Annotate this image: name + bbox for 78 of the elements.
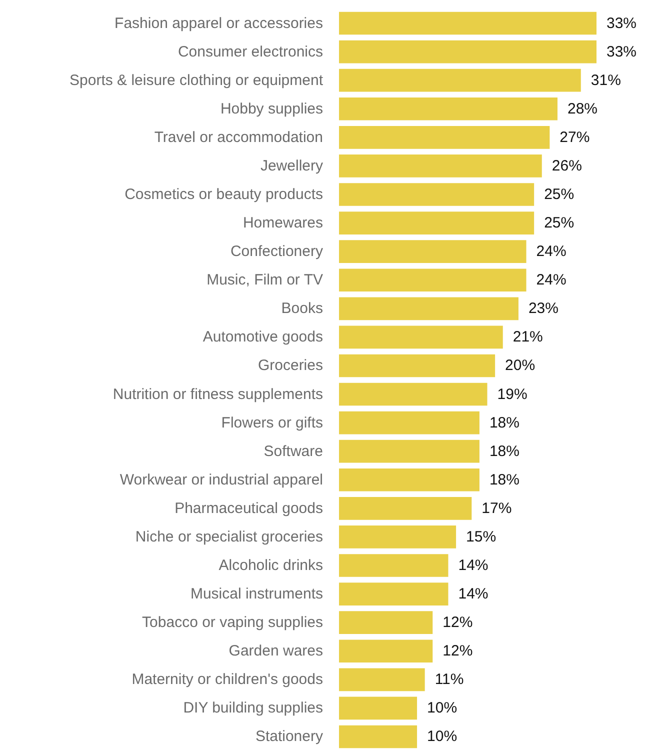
data-label: 14% <box>458 586 488 603</box>
bar <box>339 526 456 548</box>
data-label: 12% <box>442 642 473 660</box>
y-tick-label: Jewellery <box>260 157 324 174</box>
data-label: 25% <box>544 186 574 203</box>
y-tick-label: Tobacco or vaping supplies <box>142 614 323 632</box>
y-tick-label: Music, Film or TV <box>206 272 323 289</box>
y-tick-label: Consumer electronics <box>178 43 323 60</box>
data-label: 33% <box>606 43 637 60</box>
bar <box>339 497 472 520</box>
bar <box>339 411 480 434</box>
data-label: 10% <box>427 728 458 746</box>
bar <box>339 68 581 92</box>
bar <box>339 212 534 234</box>
data-label: 17% <box>482 500 512 517</box>
y-tick-label: Sports & leisure clothing or equipment <box>70 72 324 89</box>
data-label: 18% <box>489 442 520 460</box>
bar <box>339 468 480 492</box>
y-tick-label: Musical instruments <box>190 586 323 603</box>
data-label: 20% <box>505 357 536 374</box>
y-tick-label: Stationery <box>255 728 324 746</box>
data-label: 26% <box>552 157 582 174</box>
bar <box>339 183 534 206</box>
data-label: 28% <box>567 100 598 118</box>
y-tick-label: Garden wares <box>228 642 323 660</box>
data-label: 12% <box>442 614 473 632</box>
bar <box>339 554 448 577</box>
y-tick-label: Automotive goods <box>202 328 323 346</box>
y-tick-label: Hobby supplies <box>220 100 323 118</box>
y-tick-label: Confectionery <box>230 243 324 260</box>
y-tick-label: Alcoholic drinks <box>218 557 323 574</box>
bar <box>339 126 550 149</box>
y-tick-label: Fashion apparel or accessories <box>114 14 323 32</box>
y-tick-label: Nutrition or fitness supplements <box>112 386 323 403</box>
bar <box>339 354 496 378</box>
y-tick-label: Maternity or children's goods <box>132 671 323 688</box>
y-tick-label: Flowers or gifts <box>221 414 323 432</box>
bar <box>339 12 596 35</box>
y-tick-label: Cosmetics or beauty products <box>124 186 323 203</box>
bar <box>339 40 596 64</box>
data-label: 24% <box>536 272 566 289</box>
bar <box>339 154 542 178</box>
y-tick-label: Travel or accommodation <box>154 128 323 146</box>
bar <box>339 240 526 263</box>
y-tick-label: Groceries <box>258 357 323 374</box>
data-label: 24% <box>536 243 566 260</box>
y-tick-label: Books <box>281 300 323 318</box>
data-label: 23% <box>528 300 558 318</box>
bar <box>339 97 558 120</box>
bar <box>339 297 518 320</box>
y-tick-label: Homewares <box>242 214 323 232</box>
data-label: 19% <box>497 386 528 403</box>
bar <box>339 640 433 663</box>
bar <box>339 268 526 292</box>
data-label: 33% <box>606 14 637 32</box>
y-tick-label: Niche or specialist groceries <box>135 528 323 546</box>
bar <box>339 611 433 634</box>
y-tick-label: Software <box>264 442 323 460</box>
data-label: 18% <box>489 414 520 432</box>
bar <box>339 382 488 406</box>
y-tick-label: Workwear or industrial apparel <box>120 471 323 488</box>
data-label: 14% <box>458 557 488 574</box>
data-label: 25% <box>544 214 574 232</box>
data-label: 11% <box>434 671 464 688</box>
y-tick-label: DIY building supplies <box>183 700 323 717</box>
data-label: 10% <box>427 700 458 717</box>
y-tick-label: Pharmaceutical goods <box>174 500 323 517</box>
data-label: 15% <box>466 528 496 546</box>
data-label: 31% <box>590 72 621 89</box>
data-label: 27% <box>560 128 590 146</box>
data-label: 18% <box>489 471 520 488</box>
bar <box>339 696 418 720</box>
bar <box>339 440 480 463</box>
bar <box>339 725 418 748</box>
bar <box>339 582 448 606</box>
bar <box>339 326 503 349</box>
bar <box>339 668 425 692</box>
data-label: 21% <box>512 328 543 346</box>
